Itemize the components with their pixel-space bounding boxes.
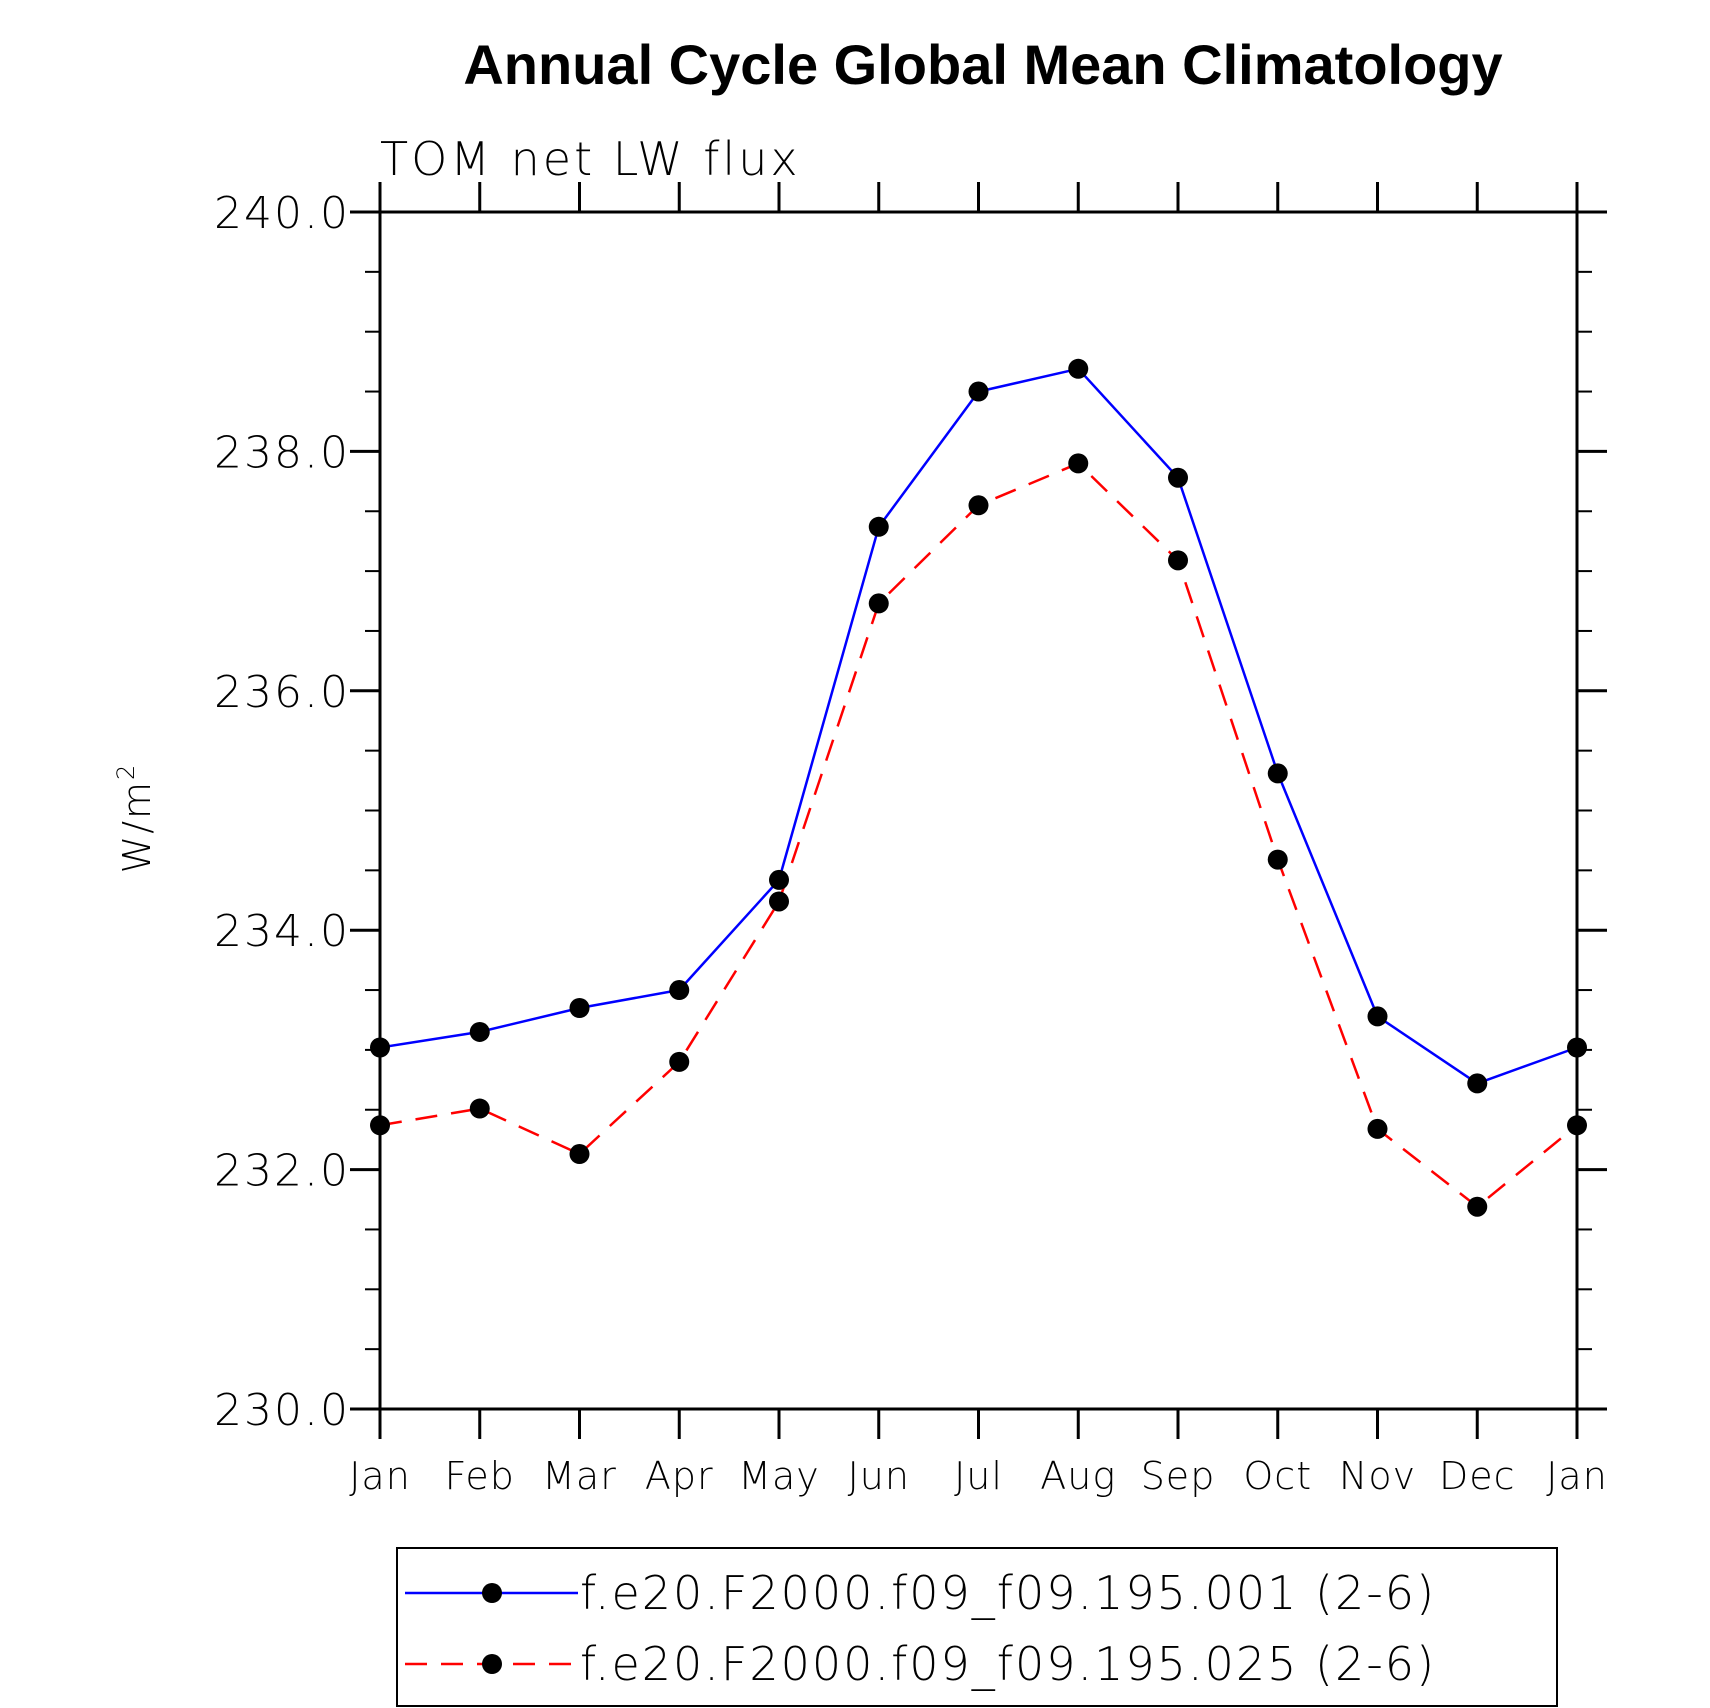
data-point-series-2 bbox=[370, 1115, 390, 1136]
x-tick-label: Apr bbox=[645, 1454, 714, 1498]
data-point-series-1 bbox=[769, 869, 789, 890]
x-tick-label: Mar bbox=[542, 1454, 617, 1498]
x-tick-label: Sep bbox=[1141, 1454, 1216, 1498]
x-tick-label: Feb bbox=[445, 1454, 515, 1498]
data-point-series-2 bbox=[669, 1051, 690, 1072]
data-point-series-2 bbox=[1168, 550, 1188, 571]
svg-text:W/m2: W/m2 bbox=[112, 763, 159, 874]
legend-swatch-marker-series-2 bbox=[482, 1654, 502, 1674]
series-line-2 bbox=[379, 462, 1578, 1208]
x-tick-label: Jun bbox=[848, 1454, 910, 1498]
chart-title: Annual Cycle Global Mean Climatology bbox=[463, 33, 1502, 96]
data-point-series-1 bbox=[1567, 1037, 1587, 1058]
legend-label-series-2: f.e20.F2000.f09_f09.195.025 (2-6) bbox=[580, 1637, 1436, 1691]
data-point-series-2 bbox=[769, 891, 789, 912]
y-axis-tick-labels: 230.0 232.0 234.0 236.0 238.0 240.0 bbox=[214, 188, 350, 1436]
axis-ticks bbox=[350, 182, 1607, 1439]
x-tick-label: May bbox=[738, 1454, 820, 1498]
legend-box bbox=[396, 1547, 1558, 1707]
data-point-series-1 bbox=[569, 998, 590, 1019]
y-tick-label: 238.0 bbox=[214, 427, 350, 478]
data-point-series-1 bbox=[1367, 1006, 1388, 1027]
y-tick-label: 240.0 bbox=[214, 188, 350, 239]
data-point-series-1 bbox=[868, 516, 889, 537]
y-axis-label: W/m bbox=[115, 780, 159, 873]
data-point-series-2 bbox=[968, 495, 989, 516]
legend: f.e20.F2000.f09_f09.195.001 (2-6) f.e20.… bbox=[396, 1547, 1558, 1707]
y-tick-label: 234.0 bbox=[214, 906, 350, 957]
data-point-series-1 bbox=[1068, 358, 1089, 379]
data-point-series-1 bbox=[469, 1021, 490, 1042]
data-point-series-2 bbox=[868, 593, 889, 614]
legend-label-series-1: f.e20.F2000.f09_f09.195.001 (2-6) bbox=[580, 1566, 1436, 1620]
x-tick-label: Dec bbox=[1439, 1454, 1516, 1498]
data-point-series-1 bbox=[669, 980, 690, 1001]
y-axis-label-superscript: 2 bbox=[112, 763, 140, 780]
legend-swatch-marker-series-1 bbox=[482, 1583, 502, 1603]
y-tick-label: 236.0 bbox=[214, 667, 350, 718]
y-tick-label: 232.0 bbox=[214, 1146, 350, 1197]
y-axis-title: W/m2 bbox=[112, 763, 159, 874]
x-axis-tick-labels: Jan Feb Mar Apr May Jun Jul Aug Sep Oct Nov Dec Jan bbox=[349, 1454, 1608, 1498]
x-tick-label: Aug bbox=[1040, 1454, 1116, 1498]
data-point-series-1 bbox=[968, 381, 989, 402]
series-line-1 bbox=[379, 367, 1578, 1085]
data-point-series-2 bbox=[1367, 1118, 1388, 1139]
data-point-series-1 bbox=[1467, 1073, 1488, 1094]
data-point-series-2 bbox=[1068, 453, 1089, 474]
x-tick-label: Oct bbox=[1243, 1454, 1312, 1498]
y-tick-label: 230.0 bbox=[214, 1385, 350, 1436]
data-point-series-2 bbox=[1267, 849, 1288, 870]
data-point-series-2 bbox=[1567, 1115, 1587, 1136]
data-point-series-2 bbox=[469, 1098, 490, 1119]
data-point-series-2 bbox=[1467, 1196, 1488, 1217]
x-tick-label: Jan bbox=[1546, 1454, 1608, 1498]
x-tick-label: Jul bbox=[954, 1454, 1003, 1498]
data-point-series-1 bbox=[370, 1037, 390, 1058]
series-layer bbox=[370, 358, 1587, 1217]
data-point-series-2 bbox=[569, 1144, 590, 1165]
data-point-series-1 bbox=[1267, 763, 1288, 784]
x-tick-label: Jan bbox=[349, 1454, 411, 1498]
data-point-series-1 bbox=[1168, 467, 1188, 488]
chart-subtitle: TOM net LW flux bbox=[380, 132, 801, 186]
x-tick-label: Nov bbox=[1339, 1454, 1416, 1498]
